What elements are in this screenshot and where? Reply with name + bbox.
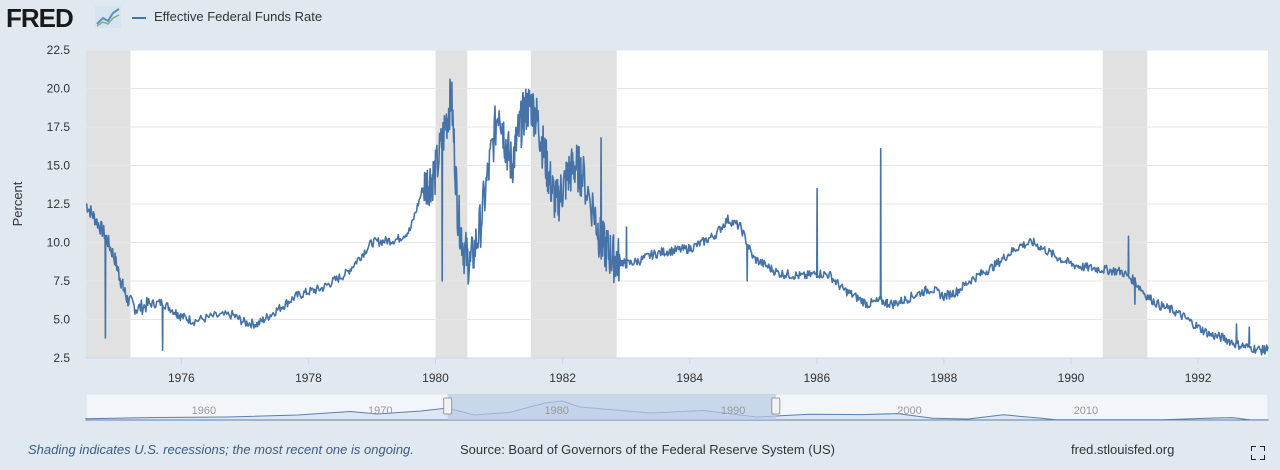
navigator-tick-label: 2000 [897,405,921,417]
x-tick-label: 1984 [676,371,703,385]
x-tick-label: 1986 [803,371,830,385]
y-tick-label: 17.5 [47,120,71,134]
y-tick-label: 15.0 [47,159,71,173]
navigator-handle-left[interactable] [443,397,453,415]
x-tick-label: 1976 [168,371,195,385]
y-tick-label: 12.5 [47,197,71,211]
navigator-tick-label: 1960 [192,405,216,417]
x-tick-label: 1978 [295,371,322,385]
chart-footer: Shading indicates U.S. recessions; the m… [0,438,1280,464]
y-tick-label: 5.0 [53,313,70,327]
x-tick-label: 1982 [549,371,576,385]
site-link[interactable]: fred.stlouisfed.org [1071,442,1175,457]
y-tick-label: 2.5 [53,351,70,365]
navigator-tick-label: 1990 [721,405,745,417]
series-line-effr[interactable] [85,78,1269,356]
fred-logo[interactable]: FRED [6,3,74,33]
navigator-tick-label: 1980 [544,405,568,417]
legend-swatch [132,17,146,19]
navigator-handle-right[interactable] [771,397,781,415]
x-tick-label: 1980 [422,371,449,385]
y-axis-label: Percent [10,181,25,226]
line-chart[interactable]: 2.5 5.0 7.5 10.0 12.5 15.0 17.5 20.0 22.5 1976 197… [0,38,1280,438]
navigator-tick-label: 1970 [368,405,392,417]
recession-note: Shading indicates U.S. recessions; the m… [28,442,414,457]
y-tick-label: 10.0 [47,236,71,250]
x-tick-label: 1988 [931,371,958,385]
fred-graph-logo-icon[interactable] [95,6,121,28]
legend-label: Effective Federal Funds Rate [154,9,323,24]
y-tick-label: 22.5 [47,43,71,57]
x-tick-label: 1992 [1185,371,1212,385]
chart-header: FRED Effective Federal Funds Rate [0,0,1280,40]
y-tick-label: 7.5 [53,274,70,288]
navigator-tick-label: 2010 [1074,405,1098,417]
navigator-selection[interactable] [447,394,776,420]
fullscreen-icon[interactable] [1251,446,1265,460]
y-tick-label: 20.0 [47,82,71,96]
x-tick-label: 1990 [1058,371,1085,385]
source-text: Source: Board of Governors of the Federa… [460,442,835,457]
